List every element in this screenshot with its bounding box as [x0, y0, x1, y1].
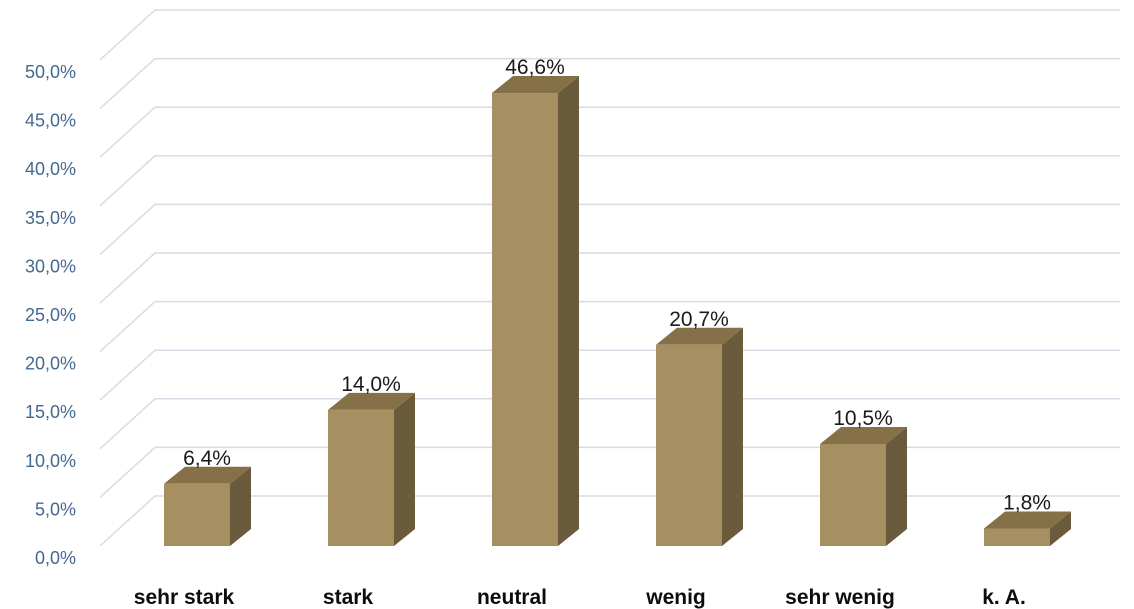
bar-top [492, 76, 579, 94]
x-category-label: neutral [477, 586, 547, 609]
y-tick-label: 5,0% [35, 499, 76, 519]
bar [984, 511, 1071, 546]
y-tick-label: 0,0% [35, 548, 76, 568]
y-tick-label: 20,0% [25, 354, 76, 374]
bar [328, 392, 415, 546]
bar-top [984, 511, 1071, 529]
bar-front [164, 483, 230, 546]
bar-top [328, 392, 415, 410]
bar-front [820, 443, 886, 546]
data-label: 10,5% [833, 407, 893, 430]
y-tick-label: 50,0% [25, 62, 76, 82]
bar [820, 426, 907, 546]
bar-side [1050, 511, 1071, 546]
bar-side [722, 327, 743, 546]
data-label: 6,4% [183, 447, 231, 470]
gridline [99, 446, 1120, 498]
bar [492, 76, 579, 546]
x-category-label: k. A. [982, 586, 1026, 609]
bar-side [230, 466, 251, 546]
gridlines [99, 9, 1120, 547]
gridline [99, 106, 1120, 158]
x-category-label: sehr wenig [785, 586, 895, 609]
x-category-label: wenig [645, 586, 706, 609]
bar-top [164, 466, 251, 484]
data-labels: 6,4% 14,0% 46,6% 20,7% 10,5% 1,8% [183, 56, 1051, 514]
data-label: 46,6% [505, 56, 565, 79]
bar-front [656, 344, 722, 546]
y-tick-label: 45,0% [25, 111, 76, 131]
y-tick-label: 30,0% [25, 256, 76, 276]
bar-top [656, 327, 743, 345]
gridline [99, 252, 1120, 304]
y-tick-label: 35,0% [25, 208, 76, 228]
x-category-label: stark [323, 586, 374, 609]
gridline [99, 495, 1120, 547]
gridline [99, 300, 1120, 353]
gridline [99, 9, 1120, 61]
y-tick-label: 40,0% [25, 159, 76, 179]
bar-front [492, 93, 558, 546]
data-label: 20,7% [669, 308, 729, 331]
bar [656, 327, 743, 546]
bar-top [820, 426, 907, 444]
bars [164, 76, 1071, 546]
bar-front [984, 528, 1050, 546]
data-label: 1,8% [1003, 492, 1051, 515]
bar-side [886, 426, 907, 546]
bar [164, 466, 251, 546]
y-tick-label: 25,0% [25, 305, 76, 325]
gridline [99, 57, 1120, 110]
y-tick-label: 10,0% [25, 451, 76, 471]
gridline [99, 203, 1120, 255]
gridline [99, 349, 1120, 401]
gridline [99, 398, 1120, 450]
data-label: 14,0% [341, 373, 401, 396]
bar-side [394, 392, 415, 546]
y-tick-label: 15,0% [25, 402, 76, 422]
x-category-label: sehr stark [134, 586, 235, 609]
bar-front [328, 409, 394, 546]
y-axis-tick-labels: 0,0% 5,0% 10,0% 15,0% 20,0% 25,0% 30,0% 35,0% 40… [25, 62, 76, 568]
bar-side [558, 76, 579, 546]
gridline [99, 155, 1120, 207]
x-axis-category-labels: sehr stark stark neutral wenig sehr wenig k. … [134, 586, 1026, 609]
